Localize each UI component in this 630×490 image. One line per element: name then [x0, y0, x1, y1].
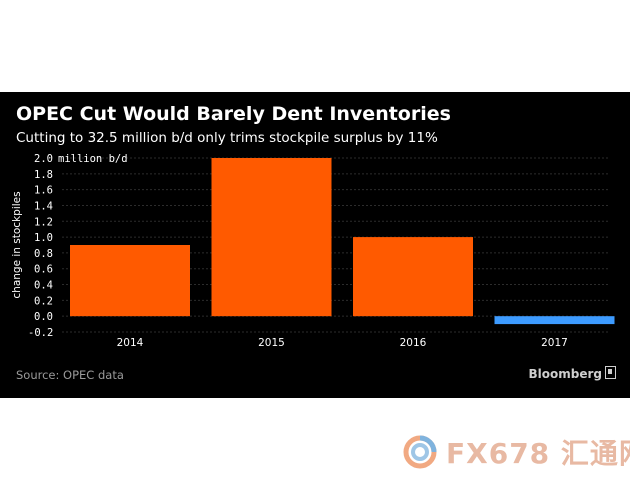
- y-tick-label: 0.4: [34, 280, 53, 292]
- x-tick-label: 2015: [258, 337, 285, 349]
- y-tick-label: 2.0: [34, 153, 53, 165]
- y-tick-label: 1.2: [34, 216, 53, 228]
- y-tick-label: 0.0: [34, 311, 53, 323]
- x-tick-label: 2017: [541, 337, 568, 349]
- brand-mark-icon: [605, 366, 616, 379]
- brand-logo: Bloomberg: [528, 366, 616, 381]
- y-tick-label: 1.6: [34, 185, 53, 197]
- source-note: Source: OPEC data: [16, 368, 124, 382]
- bar-chart: 2.0 1.8 1.6 1.4 1.2 1.0 0.8 0.6 0.4 0.2 0.0 -0.2 mil…: [11, 153, 615, 349]
- swirl-logo-icon: [403, 435, 437, 469]
- bar-2014: [70, 245, 190, 317]
- brand-name: Bloomberg: [528, 367, 603, 381]
- chart-title: OPEC Cut Would Barely Dent Inventories: [16, 103, 451, 125]
- y-tick-label: 0.2: [34, 295, 53, 307]
- y-tick-label: 0.6: [34, 264, 53, 276]
- y-tick-label: 1.4: [34, 200, 53, 212]
- chart-subtitle: Cutting to 32.5 million b/d only trims s…: [16, 130, 438, 146]
- bar-2016: [353, 237, 473, 317]
- x-tick-label: 2016: [400, 337, 427, 349]
- watermark: FX678 汇通网: [402, 432, 630, 472]
- chart-panel: OPEC Cut Would Barely Dent Inventories C…: [0, 92, 630, 398]
- y-tick-label: 1.0: [34, 232, 53, 244]
- bar-2017: [494, 316, 615, 325]
- y-tick-label: 0.8: [34, 248, 53, 260]
- y-tick-label: -0.2: [28, 327, 53, 339]
- y-unit-label: million b/d: [58, 153, 128, 165]
- watermark-text: FX678 汇通网: [446, 437, 630, 470]
- bar-2015: [211, 158, 332, 317]
- x-tick-label: 2014: [117, 337, 144, 349]
- y-tick-label: 1.8: [34, 169, 53, 181]
- y-axis-title: change in stockpiles: [11, 191, 23, 298]
